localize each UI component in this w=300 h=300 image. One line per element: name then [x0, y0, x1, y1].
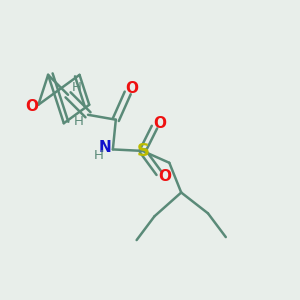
Text: O: O — [126, 81, 139, 96]
Text: O: O — [158, 169, 171, 184]
Text: H: H — [71, 81, 81, 94]
Text: S: S — [137, 142, 150, 160]
Text: H: H — [94, 149, 104, 163]
Text: H: H — [74, 115, 83, 128]
Text: N: N — [99, 140, 112, 155]
Text: O: O — [25, 99, 38, 114]
Text: O: O — [153, 116, 166, 131]
